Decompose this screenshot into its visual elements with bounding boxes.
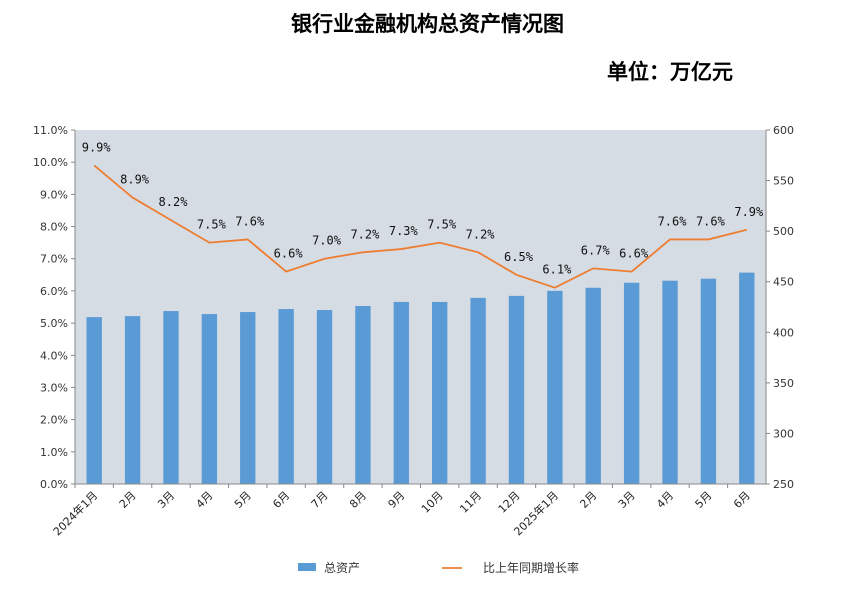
x-tick-label: 4月 [654, 489, 676, 511]
unit-label: 单位：万亿元 [607, 60, 733, 84]
y-left-tick-label: 7.0% [40, 253, 68, 266]
x-tick-label: 2月 [577, 489, 599, 511]
x-tick-label: 12月 [496, 489, 523, 516]
x-tick-label: 3月 [616, 489, 638, 511]
legend-label-growth-rate: 比上年同期增长率 [483, 560, 579, 575]
y-left-tick-label: 3.0% [40, 381, 68, 394]
growth-rate-data-label: 8.2% [159, 195, 189, 209]
y-left-tick-label: 5.0% [40, 317, 68, 330]
bar-total-assets [355, 305, 371, 484]
x-tick-label: 5月 [232, 489, 254, 511]
bar-total-assets [432, 301, 448, 484]
bar-total-assets [623, 282, 640, 484]
growth-rate-data-label: 7.6% [235, 214, 265, 228]
bar-total-assets [163, 311, 179, 484]
bar-total-assets [662, 280, 678, 484]
bar-total-assets [86, 317, 102, 484]
bar-total-assets [278, 309, 294, 484]
y-right-tick-label: 500 [773, 225, 794, 238]
growth-rate-data-label: 9.9% [82, 140, 112, 154]
bar-total-assets [700, 278, 717, 484]
growth-rate-data-label: 7.3% [389, 224, 419, 238]
y-right-tick-label: 450 [773, 276, 794, 289]
y-left-tick-label: 2.0% [40, 414, 68, 427]
chart-title: 银行业金融机构总资产情况图 [291, 12, 564, 36]
bar-total-assets [240, 312, 256, 484]
growth-rate-data-label: 7.2% [350, 227, 380, 241]
y-left-tick-label: 4.0% [40, 349, 68, 362]
x-tick-label: 11月 [457, 489, 484, 516]
y-right-tick-label: 600 [773, 124, 794, 137]
y-left-tick-label: 6.0% [40, 285, 68, 298]
growth-rate-data-label: 6.6% [274, 247, 304, 261]
y-left-tick-label: 11.0% [33, 124, 68, 137]
growth-rate-data-label: 8.9% [120, 173, 150, 187]
bar-total-assets [470, 297, 486, 484]
bar-total-assets [739, 272, 755, 484]
growth-rate-data-label: 6.5% [504, 250, 534, 264]
growth-rate-line [93, 164, 748, 289]
y-right-tick-label: 250 [773, 478, 794, 491]
growth-rate-data-label: 7.2% [466, 227, 496, 241]
x-tick-label: 8月 [347, 489, 369, 511]
y-right-tick-label: 350 [773, 377, 794, 390]
growth-rate-data-label: 6.7% [581, 243, 611, 257]
growth-rate-data-label: 7.6% [658, 214, 688, 228]
bar-total-assets [393, 301, 409, 484]
bar-total-assets [316, 310, 333, 484]
y-right-tick-label: 300 [773, 427, 794, 440]
growth-rate-data-label: 7.5% [197, 218, 227, 232]
growth-rate-data-label: 6.6% [619, 247, 649, 261]
growth-rate-data-label: 6.1% [542, 263, 572, 277]
growth-rate-data-label: 7.9% [734, 205, 764, 219]
legend-swatch-total-assets [298, 563, 316, 571]
growth-rate-data-label: 7.0% [312, 234, 342, 248]
y-right-tick-label: 550 [773, 175, 794, 188]
x-tick-label: 5月 [693, 489, 715, 511]
growth-rate-data-label: 7.5% [427, 218, 457, 232]
x-tick-label: 3月 [155, 489, 177, 511]
bar-total-assets [547, 290, 563, 484]
x-tick-label: 10月 [419, 489, 446, 516]
bar-total-assets [585, 287, 601, 484]
x-tick-label: 2月 [117, 489, 139, 511]
x-tick-label: 6月 [731, 489, 753, 511]
x-tick-label: 7月 [309, 489, 331, 511]
x-tick-label: 2024年1月 [50, 488, 100, 538]
y-right-tick-label: 400 [773, 326, 794, 339]
y-left-tick-label: 0.0% [40, 478, 68, 491]
legend-label-total-assets: 总资产 [324, 561, 360, 575]
y-left-tick-label: 8.0% [40, 221, 68, 234]
x-tick-label: 6月 [270, 489, 292, 511]
y-left-tick-label: 1.0% [40, 446, 68, 459]
bar-total-assets [201, 314, 218, 484]
plot-area [75, 130, 766, 484]
bar-total-assets [124, 316, 141, 484]
growth-rate-data-label: 7.6% [696, 214, 726, 228]
bar-total-assets [508, 295, 525, 484]
x-tick-label: 9月 [386, 489, 408, 511]
x-tick-label: 4月 [194, 489, 216, 511]
y-left-tick-label: 10.0% [33, 156, 68, 169]
y-left-tick-label: 9.0% [40, 188, 68, 201]
